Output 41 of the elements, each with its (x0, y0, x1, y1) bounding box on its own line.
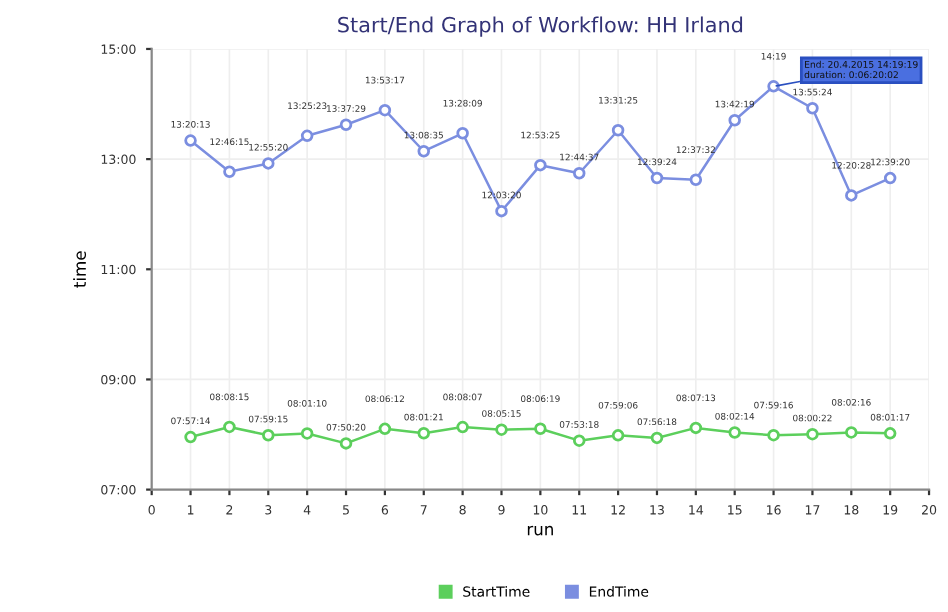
point (495, 423, 508, 436)
point (495, 204, 508, 218)
point (650, 171, 664, 185)
point (572, 166, 586, 180)
point (339, 118, 353, 131)
chart-title: Start/End Graph of Workflow: HH Irland (338, 16, 743, 37)
point (689, 421, 703, 435)
point (845, 426, 858, 439)
point (534, 158, 547, 172)
point (262, 157, 275, 170)
point (728, 114, 741, 127)
point (767, 80, 780, 93)
point (417, 144, 431, 158)
point (300, 129, 314, 143)
y-axis-title: time (73, 251, 87, 288)
point (689, 173, 703, 186)
point (650, 431, 664, 445)
point (883, 427, 897, 440)
point (456, 420, 469, 434)
point (417, 427, 431, 440)
point (300, 427, 314, 440)
point (767, 428, 780, 442)
point (339, 437, 353, 450)
point (223, 165, 236, 178)
point (611, 429, 625, 442)
point (572, 434, 586, 447)
point (728, 426, 741, 439)
point (883, 171, 897, 185)
point (806, 102, 819, 115)
point (262, 428, 275, 442)
x-axis-title: run (527, 525, 553, 536)
point (184, 134, 197, 147)
point (534, 422, 547, 435)
point (378, 103, 392, 117)
point (611, 124, 625, 137)
point (378, 422, 392, 436)
point (223, 420, 236, 434)
point (806, 427, 819, 441)
point (184, 430, 197, 444)
point (845, 189, 858, 202)
point (456, 127, 469, 140)
